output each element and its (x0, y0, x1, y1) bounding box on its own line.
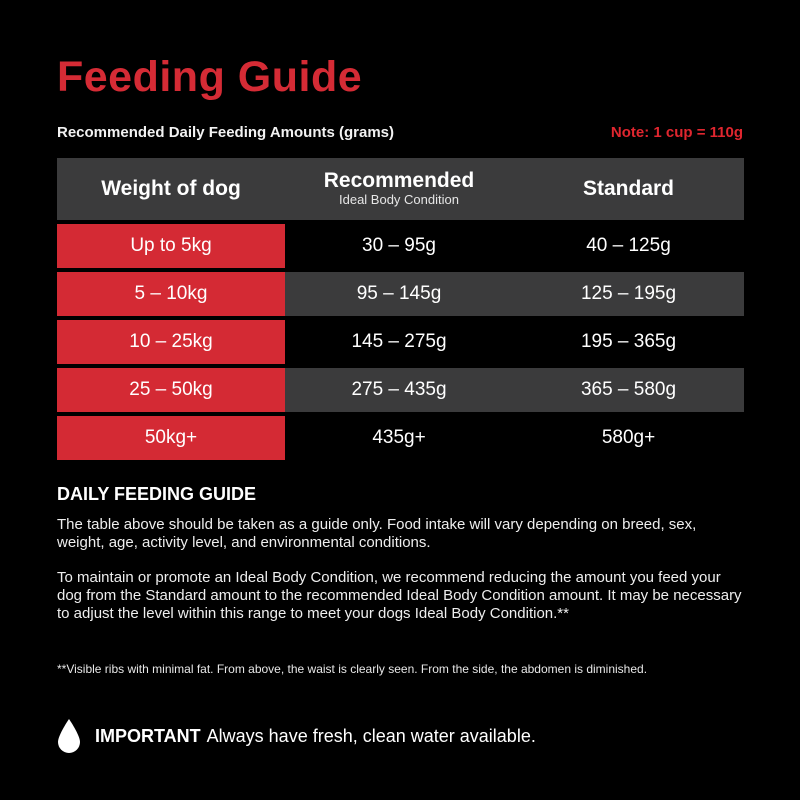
cup-note: Note: 1 cup = 110g (610, 124, 743, 141)
table-header-row: Weight of dog Recommended Ideal Body Con… (57, 158, 744, 220)
header-weight: Weight of dog (101, 177, 241, 200)
standard-cell: 40 – 125g (513, 224, 744, 268)
standard-cell: 125 – 195g (513, 272, 744, 316)
body-condition-paragraph: To maintain or promote an Ideal Body Con… (57, 569, 742, 622)
feeding-table: Weight of dog Recommended Ideal Body Con… (57, 158, 744, 460)
recommended-cell: 95 – 145g (285, 272, 513, 316)
table-row: 50kg+ 435g+ 580g+ (57, 416, 744, 460)
important-text: Always have fresh, clean water available… (206, 725, 536, 746)
footnote: **Visible ribs with minimal fat. From ab… (57, 662, 648, 676)
table-row: Up to 5kg 30 – 95g 40 – 125g (57, 224, 744, 268)
header-standard: Standard (582, 177, 674, 200)
table-row: 25 – 50kg 275 – 435g 365 – 580g (57, 368, 744, 412)
standard-cell: 365 – 580g (513, 368, 744, 412)
table-row: 10 – 25kg 145 – 275g 195 – 365g (57, 320, 744, 364)
weight-cell: 50kg+ (57, 416, 285, 460)
section-heading: DAILY FEEDING GUIDE (57, 484, 257, 504)
header-recommended: Recommended Ideal Body Condition (285, 170, 513, 208)
guide-paragraph: The table above should be taken as a gui… (57, 516, 697, 551)
weight-cell: 25 – 50kg (57, 368, 285, 412)
important-notice: IMPORTANT Always have fresh, clean water… (57, 718, 536, 754)
water-drop-icon (58, 719, 80, 753)
weight-cell: Up to 5kg (57, 224, 285, 268)
recommended-cell: 275 – 435g (285, 368, 513, 412)
standard-cell: 580g+ (513, 416, 744, 460)
recommended-cell: 145 – 275g (285, 320, 513, 364)
header-recommended-label: Recommended (323, 169, 475, 192)
table-subtitle: Recommended Daily Feeding Amounts (grams… (57, 124, 395, 141)
recommended-cell: 435g+ (285, 416, 513, 460)
standard-cell: 195 – 365g (513, 320, 744, 364)
page-title: Feeding Guide (57, 53, 363, 101)
weight-cell: 5 – 10kg (57, 272, 285, 316)
recommended-cell: 30 – 95g (285, 224, 513, 268)
important-label: IMPORTANT (95, 725, 201, 746)
table-row: 5 – 10kg 95 – 145g 125 – 195g (57, 272, 744, 316)
weight-cell: 10 – 25kg (57, 320, 285, 364)
header-recommended-sub: Ideal Body Condition (339, 192, 459, 207)
